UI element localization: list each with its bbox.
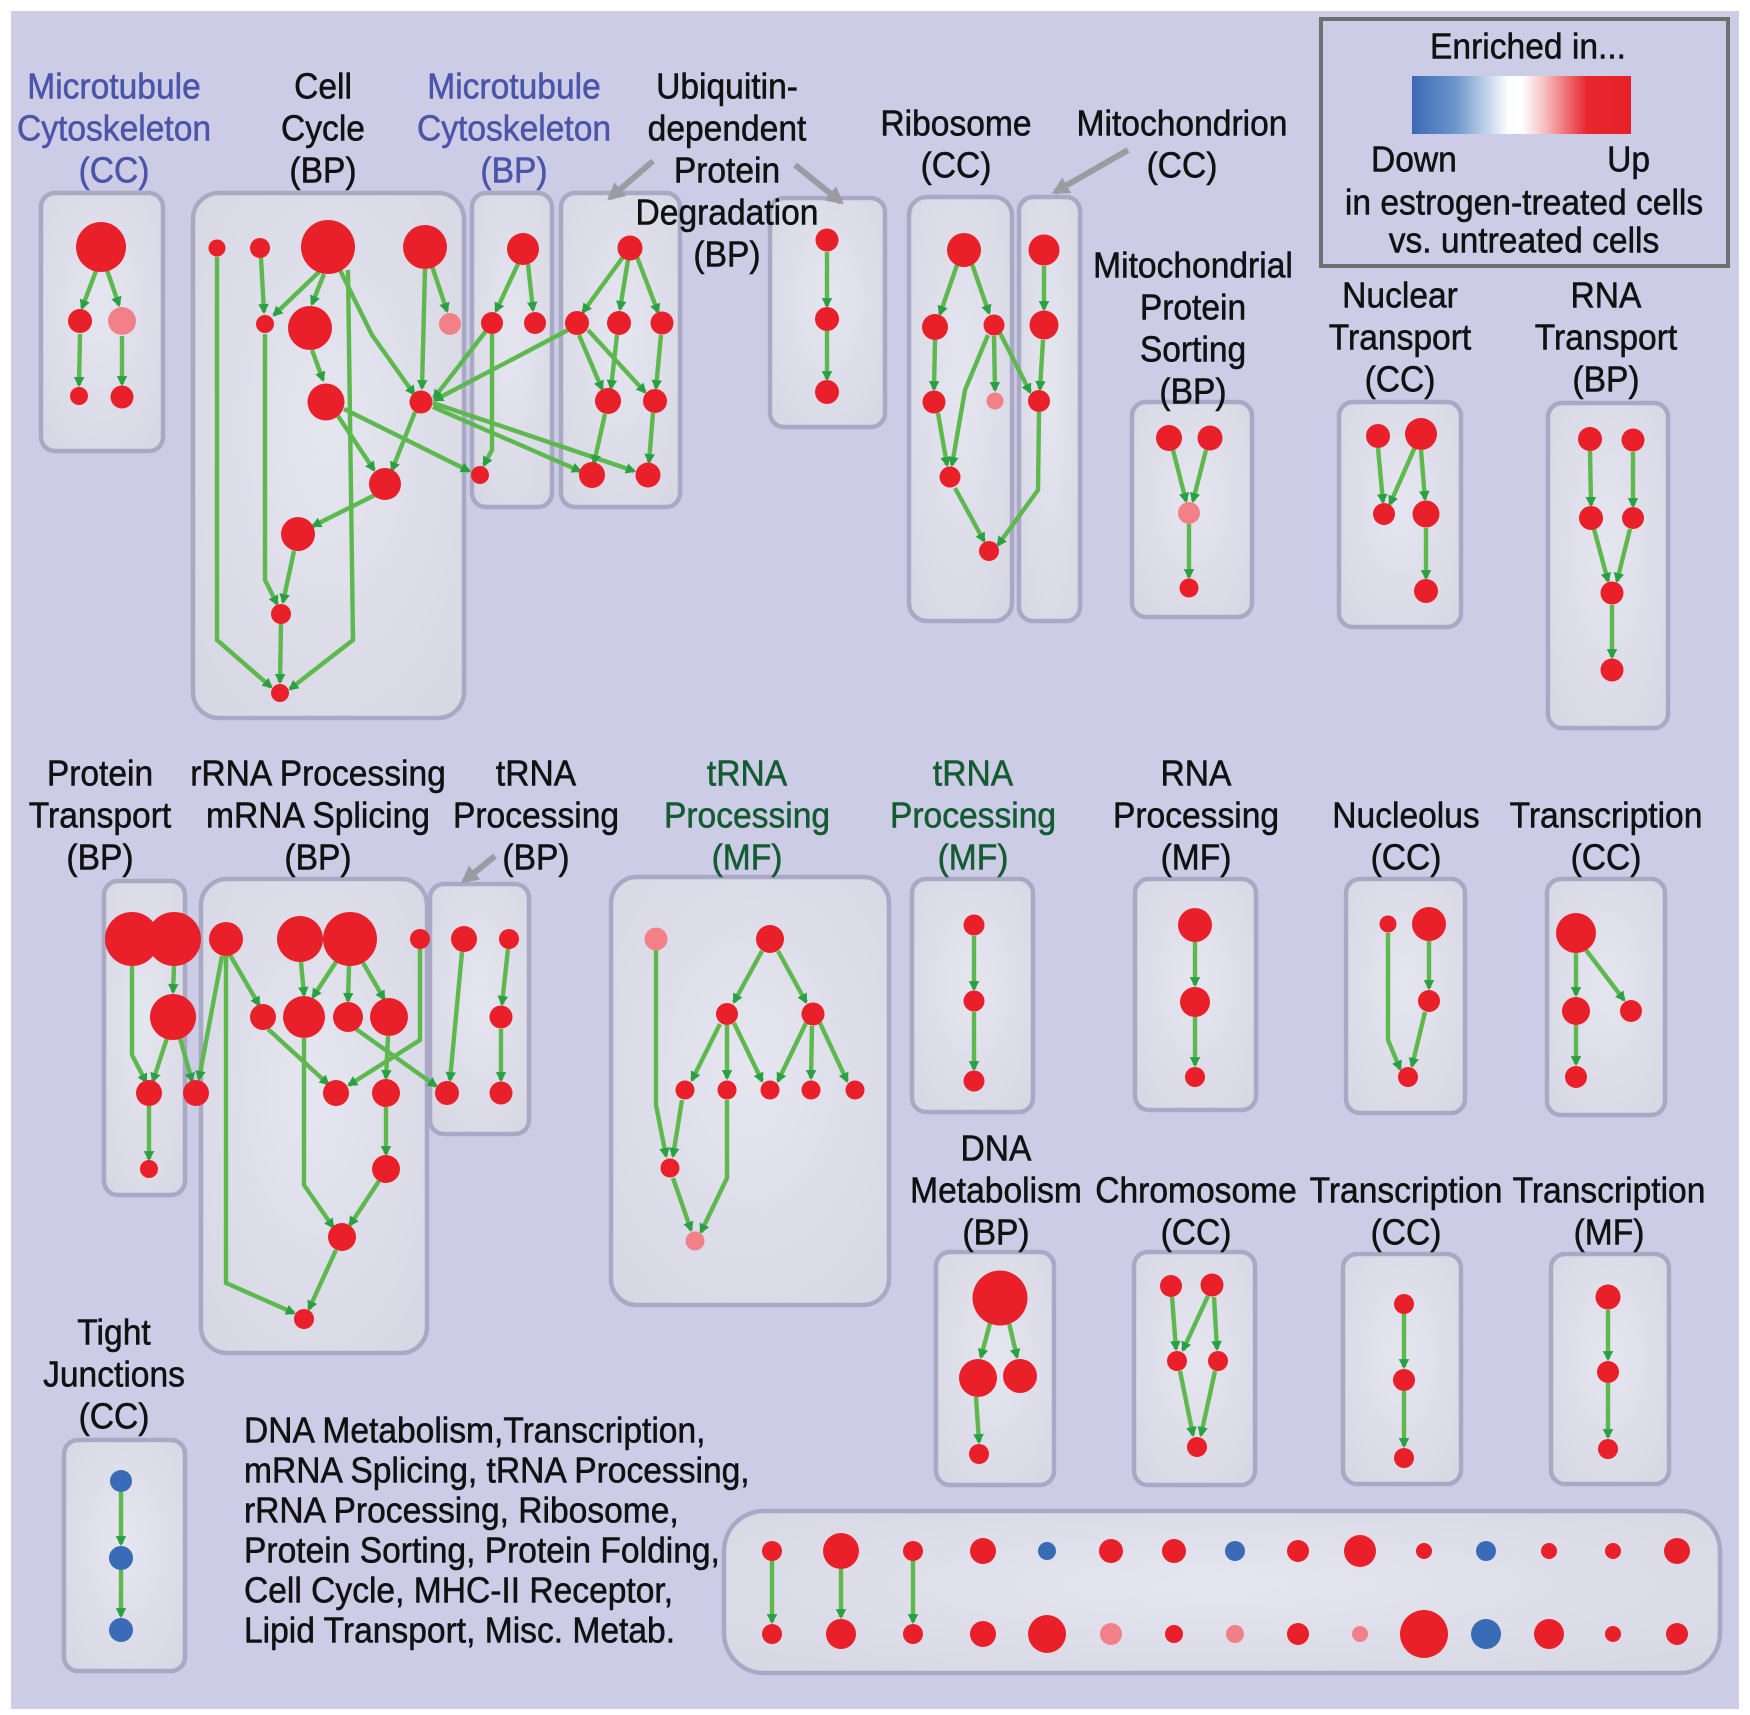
svg-text:Transport: Transport: [1535, 317, 1678, 358]
svg-text:Tight: Tight: [77, 1312, 151, 1353]
svg-text:Transcription: Transcription: [1513, 1170, 1706, 1211]
svg-text:Cell: Cell: [294, 66, 352, 107]
svg-text:(BP): (BP): [284, 837, 351, 878]
svg-text:Up: Up: [1607, 139, 1650, 180]
svg-text:Nuclear: Nuclear: [1342, 275, 1458, 316]
svg-text:Enriched in...: Enriched in...: [1430, 26, 1626, 67]
svg-text:RNA: RNA: [1571, 275, 1642, 316]
svg-text:(MF): (MF): [1161, 837, 1232, 878]
svg-text:(CC): (CC): [921, 145, 992, 186]
svg-text:Protein: Protein: [1140, 287, 1246, 328]
svg-text:rRNA Processing, Ribosome,: rRNA Processing, Ribosome,: [244, 1490, 679, 1531]
svg-text:(BP): (BP): [693, 234, 760, 275]
svg-text:(CC): (CC): [1161, 1212, 1232, 1253]
svg-text:(CC): (CC): [1371, 837, 1442, 878]
svg-text:Protein: Protein: [674, 150, 780, 191]
svg-text:Microtubule: Microtubule: [27, 66, 201, 107]
svg-text:(MF): (MF): [1574, 1212, 1645, 1253]
svg-text:(CC): (CC): [1571, 837, 1642, 878]
svg-text:RNA: RNA: [1161, 753, 1232, 794]
svg-text:Transcription: Transcription: [1310, 1170, 1503, 1211]
svg-text:Ribosome: Ribosome: [880, 103, 1031, 144]
svg-text:(BP): (BP): [502, 837, 569, 878]
svg-text:(BP): (BP): [1572, 359, 1639, 400]
svg-text:(CC): (CC): [1371, 1212, 1442, 1253]
svg-text:(BP): (BP): [480, 150, 547, 191]
svg-text:(BP): (BP): [962, 1212, 1029, 1253]
svg-text:Mitochondrion: Mitochondrion: [1077, 103, 1288, 144]
svg-text:Chromosome: Chromosome: [1095, 1170, 1297, 1211]
svg-text:Sorting: Sorting: [1140, 329, 1246, 370]
svg-text:Ubiquitin-: Ubiquitin-: [656, 66, 798, 107]
svg-text:(CC): (CC): [79, 1396, 150, 1437]
svg-text:(MF): (MF): [712, 837, 783, 878]
svg-text:Processing: Processing: [890, 795, 1056, 836]
svg-text:tRNA: tRNA: [707, 753, 788, 794]
svg-text:Metabolism: Metabolism: [910, 1170, 1082, 1211]
svg-text:Processing: Processing: [453, 795, 619, 836]
svg-text:dependent: dependent: [648, 108, 807, 149]
svg-text:Nucleolus: Nucleolus: [1332, 795, 1479, 836]
svg-text:(BP): (BP): [66, 837, 133, 878]
svg-text:vs. untreated cells: vs. untreated cells: [1389, 220, 1660, 261]
svg-text:Down: Down: [1371, 139, 1457, 180]
svg-text:rRNA Processing: rRNA Processing: [190, 753, 446, 794]
svg-text:in estrogen-treated cells: in estrogen-treated cells: [1345, 182, 1703, 223]
svg-text:DNA Metabolism,Transcription,: DNA Metabolism,Transcription,: [244, 1410, 705, 1451]
svg-text:mRNA Splicing, tRNA Processing: mRNA Splicing, tRNA Processing,: [244, 1450, 750, 1491]
svg-text:Protein Sorting, Protein Foldi: Protein Sorting, Protein Folding,: [244, 1530, 720, 1571]
svg-text:(MF): (MF): [938, 837, 1009, 878]
svg-text:Microtubule: Microtubule: [427, 66, 601, 107]
svg-text:Junctions: Junctions: [43, 1354, 185, 1395]
svg-text:Mitochondrial: Mitochondrial: [1093, 245, 1293, 286]
svg-text:Cell Cycle, MHC-II Receptor,: Cell Cycle, MHC-II Receptor,: [244, 1570, 673, 1611]
svg-text:DNA: DNA: [961, 1128, 1032, 1169]
svg-text:Protein: Protein: [47, 753, 153, 794]
svg-text:Transport: Transport: [1329, 317, 1472, 358]
svg-text:Processing: Processing: [1113, 795, 1279, 836]
svg-text:(BP): (BP): [1159, 371, 1226, 412]
svg-text:(CC): (CC): [1365, 359, 1436, 400]
svg-text:(BP): (BP): [289, 150, 356, 191]
svg-text:(CC): (CC): [1147, 145, 1218, 186]
svg-text:Transcription: Transcription: [1510, 795, 1703, 836]
svg-text:Processing: Processing: [664, 795, 830, 836]
svg-text:Cycle: Cycle: [281, 108, 365, 149]
svg-text:Degradation: Degradation: [636, 192, 819, 233]
svg-text:(CC): (CC): [79, 150, 150, 191]
svg-text:mRNA Splicing: mRNA Splicing: [206, 795, 430, 836]
svg-text:tRNA: tRNA: [933, 753, 1014, 794]
svg-text:Transport: Transport: [29, 795, 172, 836]
svg-text:tRNA: tRNA: [496, 753, 577, 794]
svg-text:Lipid Transport, Misc. Metab.: Lipid Transport, Misc. Metab.: [244, 1610, 675, 1651]
svg-text:Cytoskeleton: Cytoskeleton: [417, 108, 611, 149]
svg-text:Cytoskeleton: Cytoskeleton: [17, 108, 211, 149]
